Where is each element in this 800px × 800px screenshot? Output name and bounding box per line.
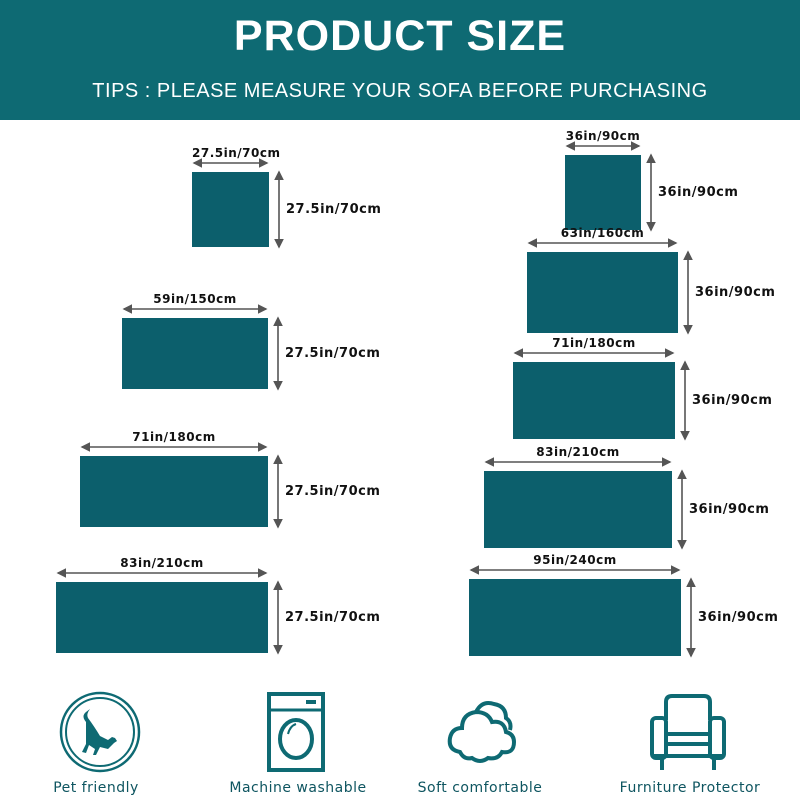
width-label: 71in/180cm <box>552 336 636 350</box>
armchair-icon <box>650 694 726 770</box>
width-label: 83in/210cm <box>536 445 620 459</box>
cloud-icon <box>447 701 517 763</box>
width-label: 59in/150cm <box>153 292 237 306</box>
height-label: 27.5in/70cm <box>285 483 381 499</box>
product-size-left-2 <box>122 318 268 389</box>
feature-pet-friendly <box>0 690 200 774</box>
product-size-left-3 <box>80 456 268 527</box>
washing-machine-icon <box>267 692 325 772</box>
height-label: 36in/90cm <box>698 609 779 625</box>
height-label: 27.5in/70cm <box>286 201 382 217</box>
height-label: 36in/90cm <box>692 392 773 408</box>
height-label: 27.5in/70cm <box>285 609 381 625</box>
product-size-right-4 <box>484 471 672 548</box>
product-size-right-5 <box>469 579 681 656</box>
cat-icon <box>59 691 141 773</box>
tips-text: TIPS : PLEASE MEASURE YOUR SOFA BEFORE P… <box>92 80 708 102</box>
product-size-left-4 <box>56 582 268 653</box>
height-label: 36in/90cm <box>658 184 739 200</box>
feature-machine-washable <box>196 690 396 774</box>
product-size-right-3 <box>513 362 675 439</box>
feature-soft-comfortable <box>386 690 586 774</box>
width-label: 71in/180cm <box>132 430 216 444</box>
page-title: PRODUCT SIZE <box>233 12 567 60</box>
product-size-right-2 <box>527 252 678 333</box>
height-label: 36in/90cm <box>689 501 770 517</box>
feature-label: Furniture Protector <box>619 780 761 796</box>
width-label: 36in/90cm <box>565 129 641 143</box>
width-label: 83in/210cm <box>120 556 204 570</box>
feature-furniture-protector <box>588 690 788 774</box>
header-banner: PRODUCT SIZE TIPS : PLEASE MEASURE YOUR … <box>0 0 800 120</box>
product-size-right-1 <box>565 155 641 230</box>
width-label: 63in/160cm <box>560 226 645 240</box>
feature-label: Machine washable <box>229 780 367 796</box>
product-size-left-1 <box>192 172 269 247</box>
width-label: 95in/240cm <box>533 553 617 567</box>
height-label: 27.5in/70cm <box>285 345 381 361</box>
width-label: 27.5in/70cm <box>192 146 281 160</box>
height-label: 36in/90cm <box>695 284 776 300</box>
feature-label: Pet friendly <box>53 780 139 796</box>
feature-label: Soft comfortable <box>417 780 543 796</box>
